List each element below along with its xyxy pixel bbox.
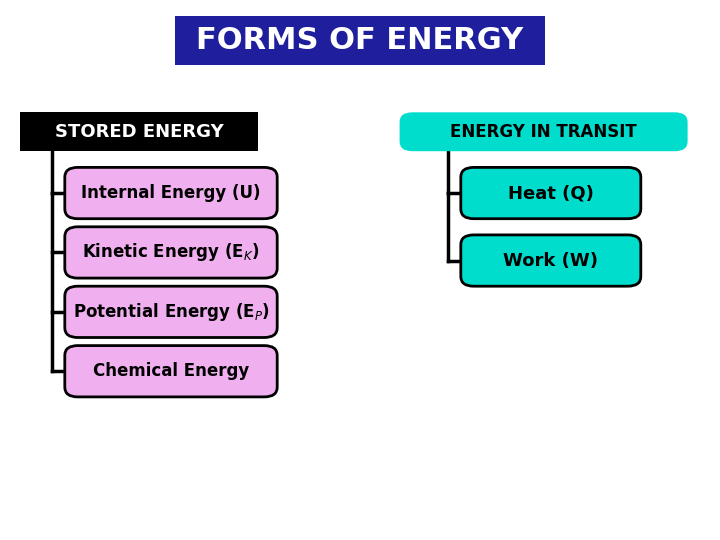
FancyBboxPatch shape: [65, 286, 277, 338]
FancyBboxPatch shape: [20, 112, 258, 151]
Text: Heat (Q): Heat (Q): [508, 184, 594, 202]
Text: ENERGY IN TRANSIT: ENERGY IN TRANSIT: [450, 123, 637, 141]
FancyBboxPatch shape: [400, 112, 688, 151]
FancyBboxPatch shape: [65, 227, 277, 278]
Text: FORMS OF ENERGY: FORMS OF ENERGY: [197, 26, 523, 55]
FancyBboxPatch shape: [461, 167, 641, 219]
Text: Kinetic Energy (E$_K$): Kinetic Energy (E$_K$): [82, 241, 260, 264]
Text: Internal Energy (U): Internal Energy (U): [81, 184, 261, 202]
FancyBboxPatch shape: [461, 235, 641, 286]
Text: Potential Energy (E$_P$): Potential Energy (E$_P$): [73, 301, 269, 323]
FancyBboxPatch shape: [175, 16, 545, 65]
Text: STORED ENERGY: STORED ENERGY: [55, 123, 223, 141]
Text: Chemical Energy: Chemical Energy: [93, 362, 249, 380]
FancyBboxPatch shape: [65, 346, 277, 397]
FancyBboxPatch shape: [65, 167, 277, 219]
Text: Work (W): Work (W): [503, 252, 598, 269]
